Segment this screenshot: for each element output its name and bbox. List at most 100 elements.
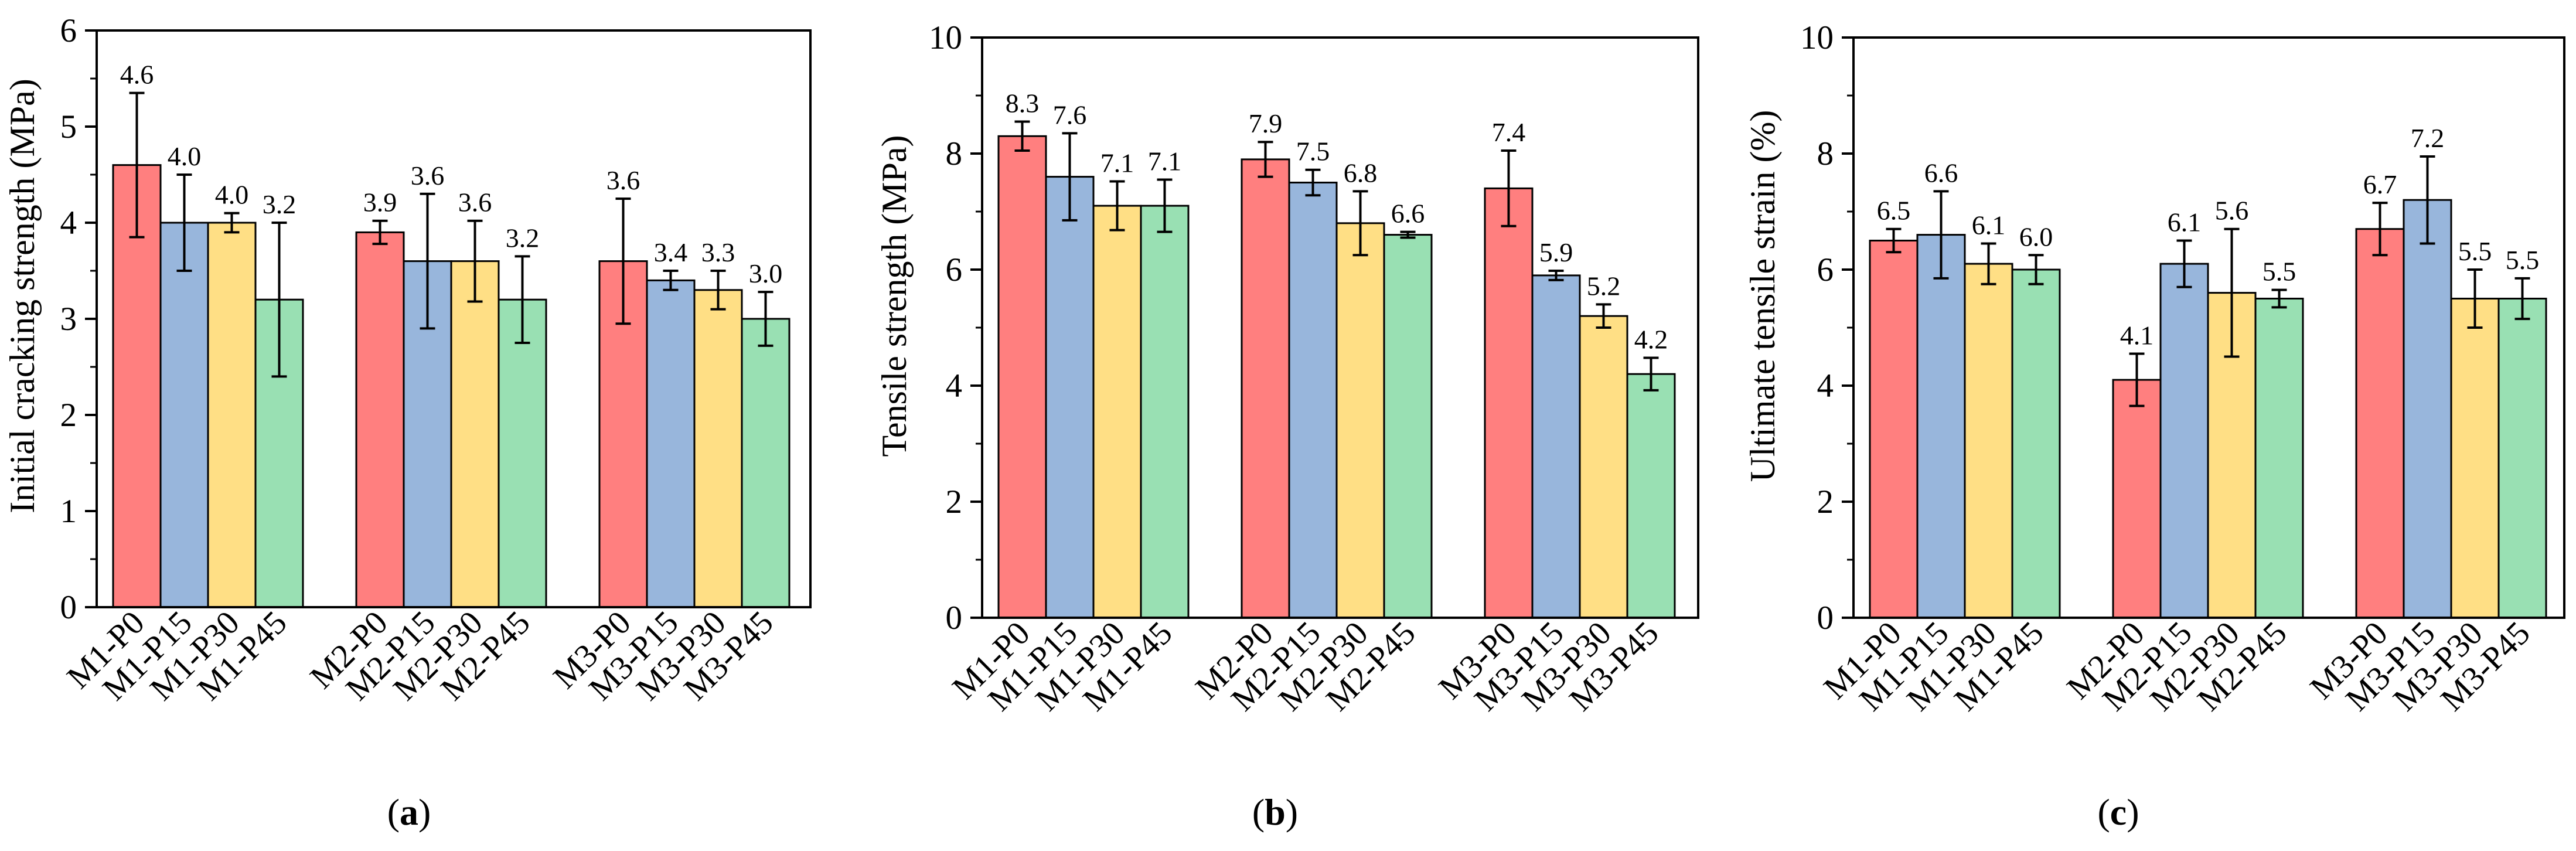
- error-bar-m3-p15: [1548, 269, 1564, 281]
- error-bar-m1-p30: [1109, 180, 1125, 232]
- value-label-m2-p30: 6.8: [1344, 158, 1378, 188]
- panel-label-c: (c): [2097, 791, 2139, 833]
- value-label-m3-p45: 3.0: [749, 258, 783, 288]
- y-tick-label-a-5: 5: [60, 108, 77, 145]
- error-bar-m1-p30: [1981, 242, 1996, 285]
- y-tick-label-b-0: 0: [946, 600, 963, 636]
- error-bar-m3-p0: [1501, 149, 1517, 227]
- bar-m1-p30: [1092, 205, 1142, 619]
- y-tick-label-b-4: 4: [946, 367, 963, 404]
- value-label-m1-p30: 4.0: [215, 180, 249, 210]
- value-label-m3-p45: 5.5: [2506, 245, 2540, 275]
- bar-m2-p45: [498, 298, 547, 608]
- y-tick-label-a-0: 0: [60, 589, 77, 626]
- bar-m3-p15: [1531, 274, 1581, 619]
- error-bar-m1-p15: [176, 173, 192, 272]
- y-tick-label-c-2: 2: [1817, 484, 1834, 520]
- panel-a: 4.6M1-P04.0M1-P154.0M1-P303.2M1-P453.9M2…: [3, 12, 812, 833]
- panel-letter-a: a: [400, 791, 418, 833]
- error-bar-m1-p15: [1062, 132, 1078, 222]
- error-bar-m2-p0: [2129, 352, 2145, 407]
- y-tick-label-a-2: 2: [60, 397, 77, 434]
- value-label-m2-p0: 3.9: [363, 188, 397, 217]
- error-bar-m3-p45: [758, 291, 774, 347]
- value-label-m2-p0: 4.1: [2120, 321, 2154, 350]
- bar-m1-p0: [112, 164, 162, 608]
- error-bar-m1-p0: [1014, 120, 1030, 152]
- panel-letter-b: b: [1265, 791, 1286, 833]
- error-bar-m3-p0: [2372, 202, 2388, 257]
- bar-m1-p45: [2011, 268, 2061, 619]
- error-bar-m1-p45: [2028, 254, 2044, 285]
- error-bar-m2-p45: [2271, 288, 2287, 309]
- bar-m2-p0: [2112, 379, 2162, 619]
- value-label-m2-p45: 5.5: [2262, 257, 2296, 287]
- value-label-m3-p15: 3.4: [654, 237, 688, 267]
- y-tick-label-c-4: 4: [1817, 367, 1834, 404]
- error-bar-m2-p15: [2176, 239, 2192, 288]
- value-label-m3-p45: 4.2: [1634, 324, 1668, 354]
- bar-m3-p0: [2355, 228, 2405, 619]
- value-label-m3-p0: 3.6: [606, 165, 640, 195]
- y-axis-title-c: Ultimate tensile strain (%): [1743, 110, 1782, 482]
- error-bar-m2-p15: [420, 192, 435, 330]
- error-bar-m1-p15: [1933, 190, 1949, 280]
- bar-m3-p45: [2497, 298, 2547, 619]
- error-bar-m2-p0: [372, 219, 388, 246]
- value-label-m2-p15: 7.5: [1296, 137, 1330, 166]
- error-bar-m1-p45: [1157, 178, 1173, 233]
- value-label-m3-p30: 5.2: [1587, 271, 1621, 301]
- bar-m1-p45: [1140, 205, 1190, 619]
- y-tick-label-c-0: 0: [1817, 600, 1834, 636]
- value-label-m3-p0: 6.7: [2363, 169, 2397, 199]
- value-label-m1-p30: 6.1: [1972, 210, 2006, 240]
- y-axis-title-a: Initial cracking strength (MPa): [3, 79, 42, 513]
- value-label-m2-p45: 3.2: [506, 223, 540, 253]
- y-tick-label-a-6: 6: [60, 12, 77, 49]
- plot-area-c: 6.5M1-P06.6M1-P156.1M1-P306.0M1-P454.1M2…: [1800, 19, 2565, 718]
- error-bar-m1-p0: [1886, 227, 1902, 254]
- plot-area-a: 4.6M1-P04.0M1-P154.0M1-P303.2M1-P453.9M2…: [60, 12, 812, 707]
- value-label-m1-p0: 8.3: [1006, 88, 1040, 118]
- error-bar-m2-p30: [467, 219, 483, 303]
- error-bar-m1-p45: [271, 222, 287, 378]
- value-label-m1-p45: 3.2: [263, 189, 297, 219]
- bar-m3-p15: [2403, 199, 2452, 619]
- error-bar-m2-p45: [514, 255, 530, 344]
- value-label-m2-p0: 7.9: [1249, 108, 1283, 138]
- error-bar-m3-p15: [663, 270, 679, 291]
- value-label-m2-p15: 6.1: [2168, 207, 2202, 237]
- value-label-m1-p0: 6.5: [1877, 196, 1911, 226]
- bar-m3-p30: [2450, 298, 2500, 619]
- y-axis-title-b: Tensile strength (MPa): [875, 135, 914, 457]
- y-tick-label-b-10: 10: [929, 19, 962, 56]
- bar-m3-p0: [1484, 187, 1534, 619]
- y-tick-label-b-6: 6: [946, 251, 963, 288]
- panel-label-a: (a): [387, 791, 431, 833]
- y-tick-label-c-10: 10: [1800, 19, 1834, 56]
- bar-m3-p30: [693, 289, 743, 608]
- value-label-m1-p30: 7.1: [1100, 148, 1134, 178]
- value-label-m3-p0: 7.4: [1492, 117, 1526, 147]
- axes-frame-c: [1852, 36, 2565, 619]
- error-bar-m2-p30: [1352, 190, 1368, 257]
- value-label-m1-p45: 7.1: [1148, 147, 1182, 176]
- y-tick-label-b-2: 2: [946, 484, 963, 520]
- value-label-m3-p15: 5.9: [1539, 237, 1573, 267]
- error-bar-m3-p30: [710, 270, 726, 311]
- y-tick-label-a-3: 3: [60, 301, 77, 338]
- value-label-m1-p0: 4.6: [120, 60, 154, 90]
- bar-m2-p45: [1383, 234, 1433, 619]
- error-bar-m2-p0: [1258, 141, 1273, 178]
- axes-frame-a: [96, 29, 812, 608]
- y-tick-label-c-6: 6: [1817, 251, 1834, 288]
- value-label-m2-p45: 6.6: [1391, 199, 1425, 229]
- error-bar-m2-p15: [1305, 168, 1321, 197]
- value-label-m2-p30: 3.6: [458, 188, 492, 217]
- bar-m3-p45: [741, 318, 790, 608]
- axes-frame-b: [981, 36, 1699, 619]
- panel-b: 8.3M1-P07.6M1-P157.1M1-P307.1M1-P457.9M2…: [875, 19, 1699, 833]
- error-bar-m3-p0: [615, 198, 631, 325]
- bar-m1-p0: [997, 135, 1047, 619]
- bar-m2-p0: [355, 231, 405, 608]
